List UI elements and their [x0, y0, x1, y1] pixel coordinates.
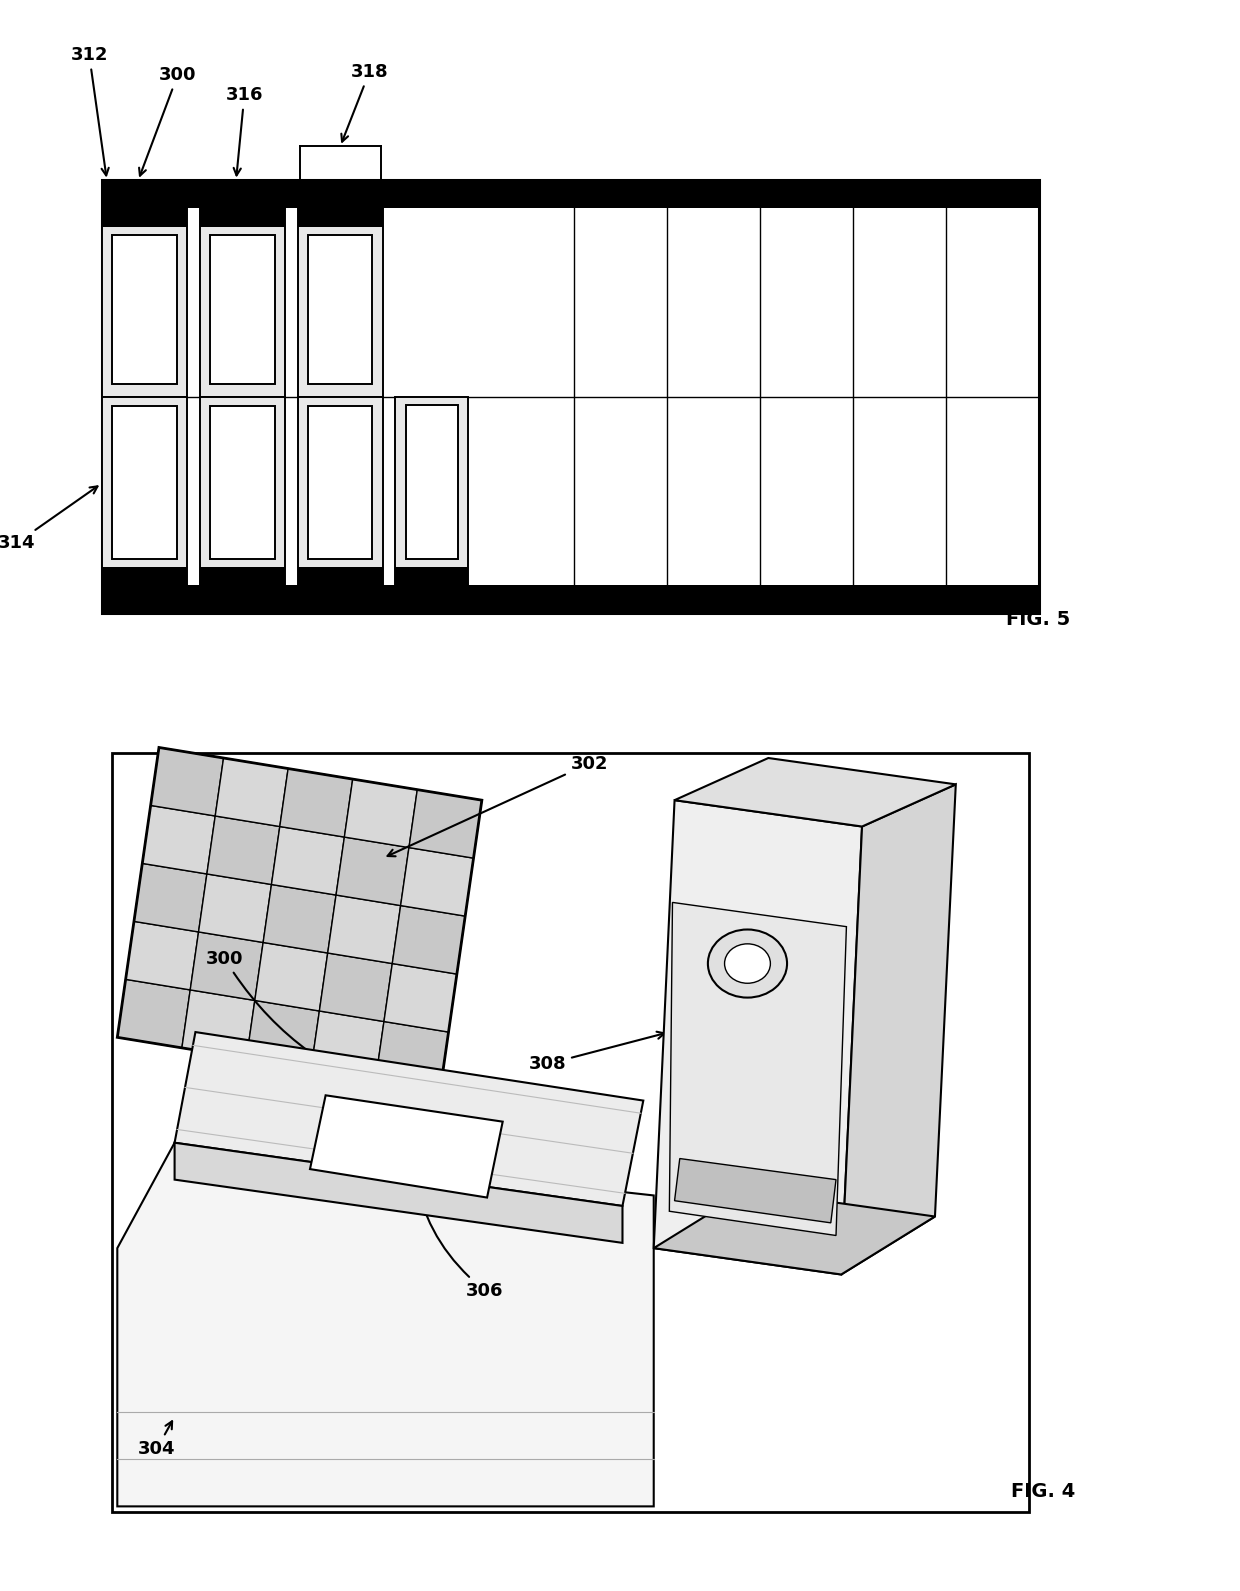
Polygon shape — [175, 1142, 622, 1243]
Polygon shape — [254, 942, 327, 1010]
Bar — [298, 199, 383, 228]
Text: 316: 316 — [226, 86, 263, 175]
Polygon shape — [125, 921, 198, 990]
Polygon shape — [118, 980, 190, 1048]
Polygon shape — [670, 902, 847, 1236]
Bar — [396, 396, 467, 595]
Text: FIG. 5: FIG. 5 — [1006, 609, 1070, 628]
Bar — [102, 180, 1039, 208]
Text: 300: 300 — [139, 65, 196, 175]
Polygon shape — [653, 1190, 935, 1274]
Bar — [200, 199, 285, 228]
Bar — [210, 234, 274, 385]
Bar — [396, 566, 467, 595]
Bar — [210, 406, 274, 558]
Text: FIG. 4: FIG. 4 — [1012, 1483, 1075, 1502]
Bar — [200, 566, 285, 595]
Bar — [112, 406, 176, 558]
Bar — [200, 199, 285, 396]
Bar — [112, 753, 1029, 1511]
Polygon shape — [182, 990, 254, 1058]
Bar — [308, 406, 372, 558]
Polygon shape — [216, 757, 288, 826]
Text: 304: 304 — [138, 1421, 176, 1457]
Polygon shape — [143, 805, 216, 873]
Text: 306: 306 — [413, 1174, 503, 1300]
Polygon shape — [320, 953, 392, 1021]
Bar — [308, 234, 372, 385]
Polygon shape — [384, 964, 456, 1033]
Bar — [200, 396, 285, 595]
Polygon shape — [190, 932, 263, 1001]
Polygon shape — [311, 1010, 384, 1079]
Text: 314: 314 — [0, 487, 98, 552]
Bar — [102, 180, 1039, 613]
Polygon shape — [175, 1033, 644, 1206]
Polygon shape — [409, 789, 482, 858]
Bar — [405, 404, 458, 558]
Polygon shape — [118, 1142, 653, 1507]
Text: 310: 310 — [761, 765, 806, 932]
Bar — [102, 585, 1039, 613]
Bar — [102, 199, 187, 228]
Polygon shape — [327, 896, 401, 964]
Polygon shape — [272, 827, 345, 896]
Polygon shape — [336, 837, 409, 905]
Bar — [102, 199, 187, 396]
Text: 312: 312 — [71, 46, 109, 175]
Bar — [112, 234, 176, 385]
Polygon shape — [841, 784, 956, 1274]
Polygon shape — [675, 757, 956, 827]
Bar — [298, 199, 383, 396]
Ellipse shape — [724, 943, 770, 983]
Polygon shape — [207, 816, 280, 885]
Polygon shape — [392, 905, 465, 974]
Text: 318: 318 — [341, 64, 388, 142]
Polygon shape — [310, 1095, 502, 1198]
Text: 308: 308 — [528, 1031, 665, 1072]
Polygon shape — [675, 1158, 836, 1223]
Polygon shape — [401, 848, 474, 916]
Bar — [298, 566, 383, 595]
Bar — [102, 566, 187, 595]
Polygon shape — [247, 1001, 320, 1069]
Polygon shape — [280, 768, 352, 837]
Polygon shape — [134, 864, 207, 932]
Bar — [298, 396, 383, 595]
Polygon shape — [198, 873, 272, 942]
Text: 300: 300 — [206, 950, 409, 1101]
Polygon shape — [150, 748, 223, 816]
Polygon shape — [376, 1021, 449, 1090]
Polygon shape — [263, 885, 336, 953]
Ellipse shape — [708, 929, 787, 998]
Polygon shape — [345, 780, 418, 848]
Text: 302: 302 — [388, 754, 608, 856]
Polygon shape — [653, 800, 862, 1274]
Bar — [102, 396, 187, 595]
